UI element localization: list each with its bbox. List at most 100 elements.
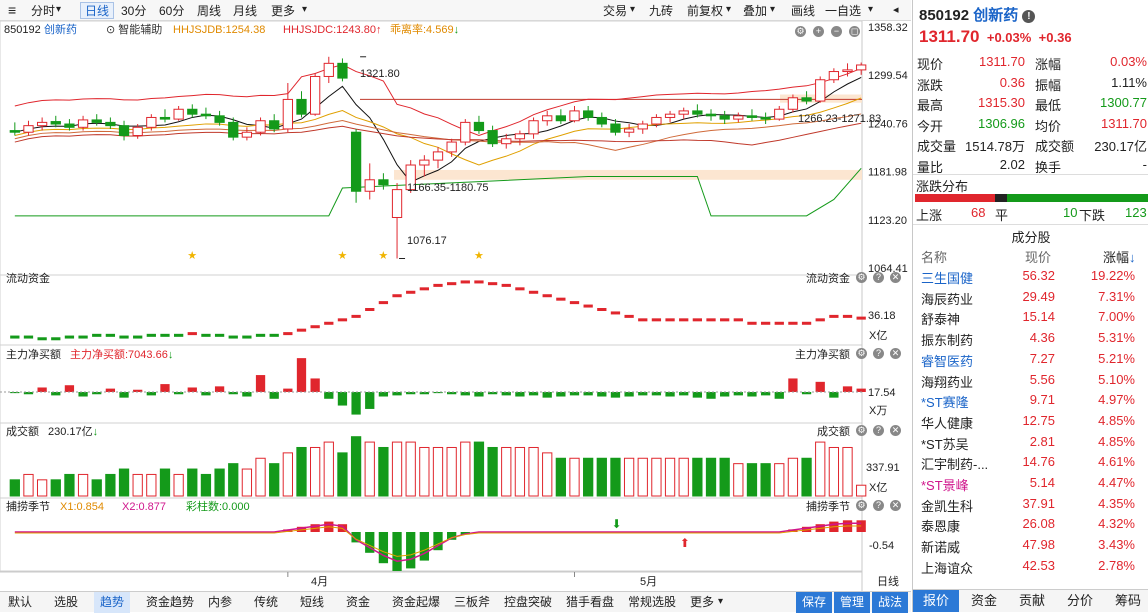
candle[interactable]	[514, 130, 526, 146]
toolbar-monthly-button[interactable]: 月线	[233, 4, 258, 18]
candle[interactable]	[91, 114, 102, 126]
toolbar-adjust-button[interactable]: 前复权	[687, 4, 724, 18]
season-settings-icon[interactable]: ⚙	[856, 500, 867, 511]
net-settings-icon[interactable]: ⚙	[856, 348, 867, 359]
bottom-tab-9[interactable]: 三板斧	[454, 595, 491, 609]
settings-icon[interactable]: ⚙	[795, 26, 806, 37]
candle[interactable]	[337, 58, 348, 82]
toolbar-timeshare-button[interactable]: 分时	[31, 4, 56, 18]
candle[interactable]	[623, 124, 635, 138]
candle[interactable]	[282, 83, 293, 133]
sidebar-tab-1[interactable]: 资金	[970, 593, 997, 608]
candle[interactable]	[132, 124, 143, 139]
vol-close-icon[interactable]: ✕	[890, 425, 901, 436]
candle[interactable]	[542, 110, 553, 126]
bottom-tab-5[interactable]: 传统	[254, 595, 279, 609]
constituent-row[interactable]: 睿智医药 7.27 5.21%	[913, 348, 1148, 369]
bottom-tab-12[interactable]: 常规选股	[628, 595, 677, 609]
candle[interactable]	[64, 119, 75, 131]
candle[interactable]	[473, 115, 485, 134]
zoom-in-icon[interactable]: +	[813, 26, 824, 37]
constituent-row[interactable]: *ST景峰 5.14 4.47%	[913, 472, 1148, 493]
candle[interactable]	[187, 104, 198, 118]
candle[interactable]	[856, 62, 867, 75]
candle[interactable]	[146, 114, 157, 131]
candle[interactable]	[432, 146, 444, 169]
candle[interactable]	[760, 112, 771, 125]
candle[interactable]	[214, 110, 225, 126]
candle[interactable]	[419, 155, 430, 177]
candle[interactable]	[528, 117, 539, 139]
season-close-icon[interactable]: ✕	[890, 500, 901, 511]
candle[interactable]	[446, 138, 457, 157]
candle[interactable]	[664, 110, 676, 123]
bottom-tab-2[interactable]: 趋势	[94, 592, 131, 613]
scroll-arrow-icon[interactable]: ◂	[893, 4, 899, 16]
candle[interactable]	[801, 91, 812, 105]
sidebar-tab-0[interactable]: 报价	[913, 590, 959, 612]
constituent-row[interactable]: 三生国健 56.32 19.22%	[913, 265, 1148, 286]
vol-settings-icon[interactable]: ⚙	[856, 425, 867, 436]
constituent-row[interactable]: 金凯生科 37.91 4.35%	[913, 493, 1148, 514]
candle[interactable]	[23, 120, 34, 136]
candle[interactable]	[487, 125, 498, 147]
candle[interactable]	[719, 110, 730, 125]
constituent-row[interactable]: *ST苏吴 2.81 4.85%	[913, 431, 1148, 452]
candle[interactable]	[241, 127, 253, 141]
candle[interactable]	[36, 117, 48, 131]
candle[interactable]	[828, 68, 840, 84]
candle[interactable]	[842, 63, 853, 77]
candle[interactable]	[228, 117, 239, 141]
manage-button[interactable]: 管理	[834, 592, 871, 613]
save-button[interactable]: 保存	[796, 592, 833, 613]
candle[interactable]	[378, 173, 389, 190]
col-name[interactable]: 名称	[921, 250, 948, 265]
candle[interactable]	[651, 114, 662, 128]
candle[interactable]	[118, 120, 130, 141]
candle[interactable]	[746, 109, 758, 121]
candle[interactable]	[296, 91, 307, 118]
bottom-tab-4[interactable]: 内参	[208, 595, 233, 609]
toolbar-60min-button[interactable]: 60分	[159, 4, 185, 18]
bottom-tab-3[interactable]: 资金趋势	[146, 595, 195, 609]
candle[interactable]	[105, 117, 116, 129]
toolbar-more-button[interactable]: 更多	[271, 4, 296, 18]
toolbar-ninebrick-button[interactable]: 九砖	[649, 4, 674, 18]
candle[interactable]	[583, 105, 594, 121]
toolbar-overlay-button[interactable]: 叠加	[743, 4, 768, 18]
candle[interactable]	[787, 94, 799, 113]
toolbar-weekly-button[interactable]: 周线	[197, 4, 222, 18]
toolbar-draw-button[interactable]: 画线	[791, 4, 816, 18]
zoom-out-icon[interactable]: −	[831, 26, 842, 37]
constituent-row[interactable]: 泰恩康 26.08 4.32%	[913, 513, 1148, 534]
candle[interactable]	[310, 73, 321, 116]
candle[interactable]	[159, 109, 171, 123]
constituent-row[interactable]: 汇宇制药-... 14.76 4.61%	[913, 451, 1148, 472]
candle[interactable]	[569, 105, 580, 123]
season-help-icon[interactable]: ?	[873, 500, 884, 511]
candle[interactable]	[50, 115, 61, 128]
bottom-tab-13[interactable]: 更多	[690, 595, 715, 609]
constituent-row[interactable]: 舒泰神 15.14 7.00%	[913, 306, 1148, 327]
candle[interactable]	[774, 105, 785, 121]
flow-close-icon[interactable]: ✕	[890, 272, 901, 283]
bottom-tab-7[interactable]: 资金	[346, 595, 371, 609]
bottom-tab-6[interactable]: 短线	[300, 595, 325, 609]
constituent-row[interactable]: 新诺威 47.98 3.43%	[913, 534, 1148, 555]
col-price[interactable]: 现价	[1025, 250, 1052, 265]
strategy-button[interactable]: 战法	[872, 592, 909, 613]
col-change[interactable]: 涨幅↓	[1103, 250, 1136, 265]
candle[interactable]	[692, 104, 703, 118]
candle[interactable]	[77, 115, 89, 131]
toolbar-watchlist-button[interactable]: 一自选	[825, 4, 862, 18]
bottom-tab-0[interactable]: 默认	[8, 595, 33, 609]
candle[interactable]	[501, 133, 512, 149]
sidebar-tab-3[interactable]: 分价	[1066, 593, 1093, 608]
constituent-row[interactable]: 海辰药业 29.49 7.31%	[913, 286, 1148, 307]
sidebar-tab-4[interactable]: 筹码	[1114, 593, 1141, 608]
constituent-row[interactable]: 海翔药业 5.56 5.10%	[913, 369, 1148, 390]
bottom-tab-1[interactable]: 选股	[54, 595, 79, 609]
toolbar-trade-button[interactable]: 交易	[603, 4, 628, 18]
flow-help-icon[interactable]: ?	[873, 272, 884, 283]
bottom-tab-10[interactable]: 控盘突破	[504, 595, 553, 609]
